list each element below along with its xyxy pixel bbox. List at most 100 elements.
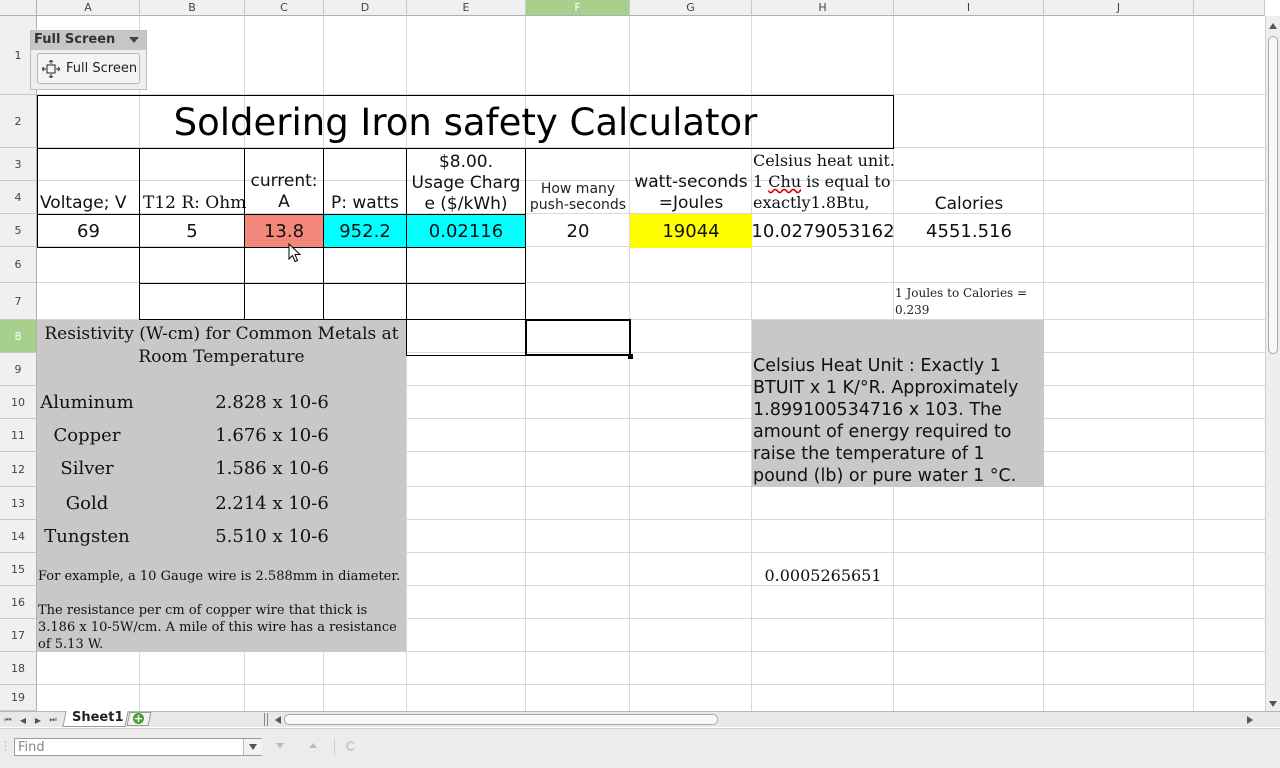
horizontal-scrollbar[interactable]	[272, 713, 1258, 726]
header-voltage[interactable]: Voltage; V	[37, 148, 140, 215]
column-header-A[interactable]: A	[37, 0, 140, 16]
find-input[interactable]: Find	[14, 738, 262, 756]
value-calories[interactable]: 4551.516	[926, 220, 1012, 242]
cell-D7[interactable]	[323, 283, 407, 320]
find-dropdown-button[interactable]	[243, 739, 262, 755]
row-header-10[interactable]: 10	[0, 386, 37, 419]
title-cell[interactable]: Soldering Iron safety Calculator	[37, 95, 894, 149]
fullscreen-toolbar-titlebar[interactable]: Full Screen	[31, 31, 146, 50]
row-header-15[interactable]: 15	[0, 553, 37, 586]
vertical-scroll-thumb[interactable]	[1268, 36, 1278, 354]
value-voltage[interactable]: 69	[37, 214, 140, 248]
metal-resistivity-value[interactable]: 1.586 x 10-6	[215, 458, 329, 479]
header-current[interactable]: current: A	[244, 148, 324, 215]
row-header-18[interactable]: 18	[0, 652, 37, 685]
header-push-seconds[interactable]: How many push-seconds	[529, 181, 627, 213]
fill-handle[interactable]	[628, 354, 633, 359]
value-usage-charge[interactable]: 0.02116	[406, 214, 526, 248]
select-all-corner[interactable]	[0, 0, 37, 16]
row-header-8[interactable]: 8	[0, 320, 37, 353]
value-chu[interactable]: 10.0279053162	[752, 220, 894, 242]
scroll-up-arrow-icon[interactable]	[1269, 23, 1277, 29]
cell-E6[interactable]	[406, 247, 526, 284]
metal-resistivity-value[interactable]: 2.214 x 10-6	[215, 493, 329, 514]
first-sheet-icon[interactable]: ⏮	[4, 715, 12, 724]
metal-resistivity-value[interactable]: 2.828 x 10-6	[215, 392, 329, 413]
resistivity-example-2[interactable]: The resistance per cm of copper wire tha…	[38, 603, 397, 652]
column-header-H[interactable]: H	[752, 0, 894, 16]
scroll-right-arrow-icon[interactable]	[1247, 716, 1253, 724]
cell-D6[interactable]	[323, 247, 407, 284]
row-header-7[interactable]: 7	[0, 283, 37, 320]
row-header-2[interactable]: 2	[0, 95, 37, 148]
search-options-icon[interactable]	[346, 741, 356, 751]
fullscreen-button[interactable]: Full Screen	[37, 53, 140, 84]
cell-C7[interactable]	[244, 283, 324, 320]
column-header-C[interactable]: C	[245, 0, 324, 16]
header-joules[interactable]: watt-seconds =Joules	[634, 172, 748, 213]
scroll-down-arrow-icon[interactable]	[1269, 701, 1277, 707]
next-sheet-icon[interactable]: ▶	[34, 715, 42, 725]
value-power[interactable]: 952.2	[323, 214, 407, 248]
add-sheet-icon: +	[133, 712, 144, 725]
column-header-blank[interactable]	[1194, 0, 1265, 16]
value-push-seconds[interactable]: 20	[566, 220, 590, 242]
row-header-6[interactable]: 6	[0, 247, 37, 283]
row-header-14[interactable]: 14	[0, 520, 37, 553]
prev-sheet-icon[interactable]: ◀	[19, 715, 27, 725]
row-header-17[interactable]: 17	[0, 619, 37, 652]
find-next-icon[interactable]	[309, 743, 317, 748]
toolbar-grip-icon[interactable]: · · ·	[4, 738, 7, 756]
find-previous-icon[interactable]	[276, 743, 284, 748]
column-header-G[interactable]: G	[630, 0, 752, 16]
header-usage[interactable]: $8.00. Usage Charge ($/kWh)	[406, 148, 526, 215]
joules-to-calories-note[interactable]: 1 Joules to Calories = 0.239	[895, 286, 1028, 317]
cell-E7[interactable]	[406, 283, 526, 320]
column-header-B[interactable]: B	[140, 0, 245, 16]
metal-name[interactable]: Copper	[53, 425, 121, 446]
header-celsius-heat-unit[interactable]: Celsius heat unit. 1 Chu is equal to exa…	[753, 151, 895, 212]
cell-B6[interactable]	[139, 247, 245, 284]
row-header-19[interactable]: 19	[0, 685, 37, 711]
row-header-4[interactable]: 4	[0, 181, 37, 214]
horizontal-scroll-thumb[interactable]	[284, 714, 718, 725]
column-header-I[interactable]: I	[894, 0, 1044, 16]
column-header-E[interactable]: E	[407, 0, 526, 16]
chevron-down-icon[interactable]	[129, 37, 139, 43]
row-header-13[interactable]: 13	[0, 487, 37, 520]
cell-C6[interactable]	[244, 247, 324, 284]
metal-resistivity-value[interactable]: 5.510 x 10-6	[215, 526, 329, 547]
header-resistance[interactable]: T12 R: Ohm	[139, 148, 246, 215]
header-power[interactable]: P: watts	[323, 148, 407, 215]
column-header-F[interactable]: F	[526, 0, 630, 16]
metal-name[interactable]: Silver	[60, 458, 114, 479]
row-header-3[interactable]: 3	[0, 148, 37, 181]
column-header-D[interactable]: D	[324, 0, 407, 16]
resistivity-example-1[interactable]: For example, a 10 Gauge wire is 2.588mm …	[38, 569, 401, 584]
cell-B7[interactable]	[139, 283, 245, 320]
metal-name[interactable]: Gold	[65, 493, 109, 514]
row-header-11[interactable]: 11	[0, 419, 37, 452]
metal-resistivity-value[interactable]: 1.676 x 10-6	[215, 425, 329, 446]
tab-splitter[interactable]	[264, 713, 268, 726]
cell-H15[interactable]: 0.0005265651	[764, 566, 882, 585]
row-header-9[interactable]: 9	[0, 353, 37, 386]
vertical-scrollbar[interactable]	[1265, 16, 1280, 711]
value-resistance[interactable]: 5	[139, 214, 245, 248]
row-header-12[interactable]: 12	[0, 452, 37, 487]
row-header-5[interactable]: 5	[0, 214, 37, 247]
value-current[interactable]: 13.8	[244, 214, 324, 248]
value-joules[interactable]: 19044	[630, 214, 752, 248]
metal-name[interactable]: Aluminum	[40, 392, 134, 413]
celsius-definition-panel[interactable]: Celsius Heat Unit : Exactly 1 BTUIT x 1 …	[752, 320, 1044, 487]
resistivity-title[interactable]: Resistivity (W-cm) for Common Metals at …	[44, 324, 399, 367]
metal-name[interactable]: Tungsten	[44, 526, 130, 547]
row-header-16[interactable]: 16	[0, 586, 37, 619]
header-calories[interactable]: Calories	[934, 194, 1004, 214]
scroll-left-arrow-icon[interactable]	[275, 716, 281, 724]
cell-E8[interactable]	[406, 319, 526, 356]
active-cell-F8[interactable]	[525, 319, 631, 356]
gridline-horizontal	[37, 585, 1265, 586]
last-sheet-icon[interactable]: ⏭	[49, 715, 57, 724]
column-header-J[interactable]: J	[1044, 0, 1194, 16]
